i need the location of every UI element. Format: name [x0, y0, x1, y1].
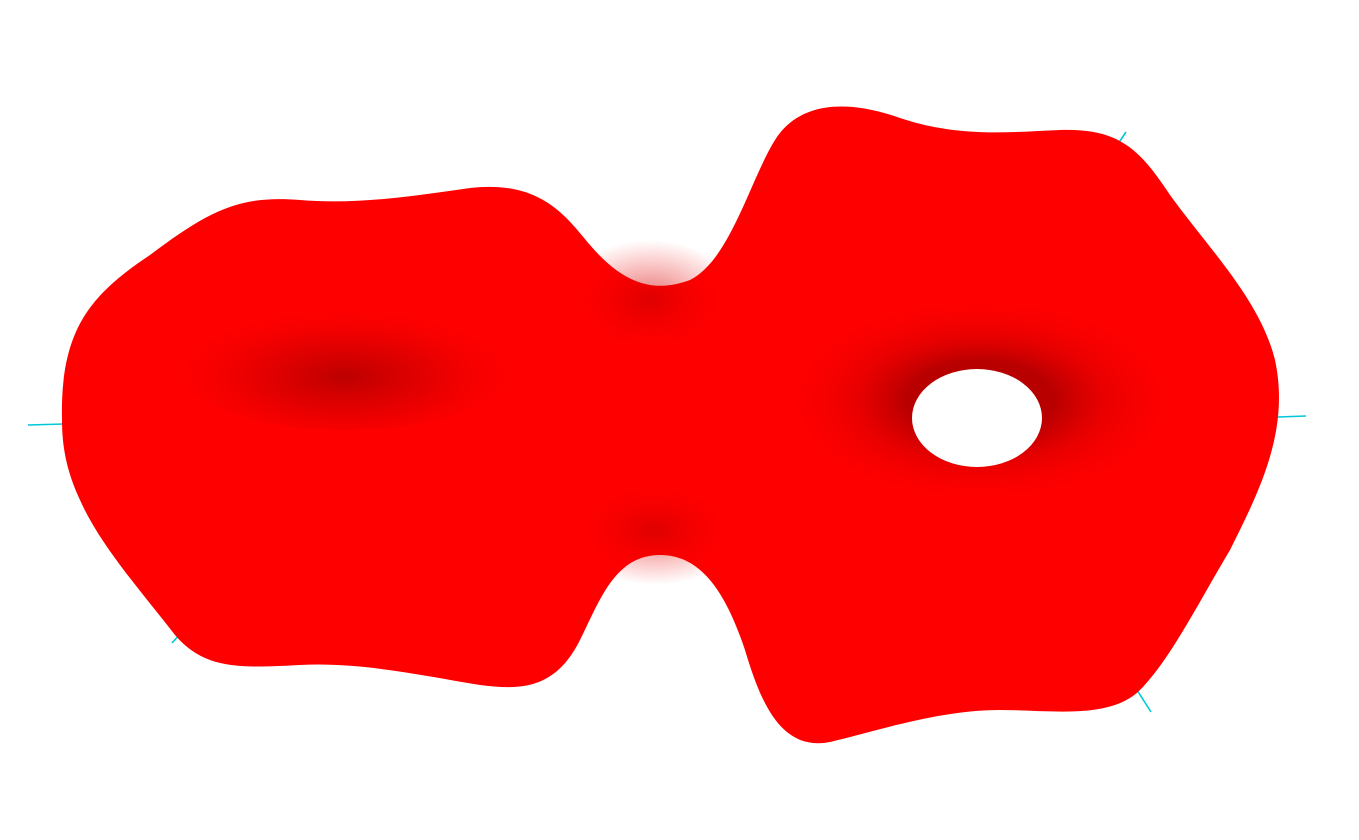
torus-hole	[912, 369, 1042, 467]
surface-body	[61, 106, 1279, 744]
axis-tick-right	[1277, 415, 1307, 418]
red-double-torus-surface	[61, 106, 1279, 744]
axis-tick-bottom-right	[1136, 689, 1152, 713]
axis-tick-left	[27, 423, 65, 426]
neck-shade-bottom	[565, 475, 745, 585]
left-dimple-shade	[170, 290, 520, 430]
neck-shade-top	[560, 240, 740, 360]
